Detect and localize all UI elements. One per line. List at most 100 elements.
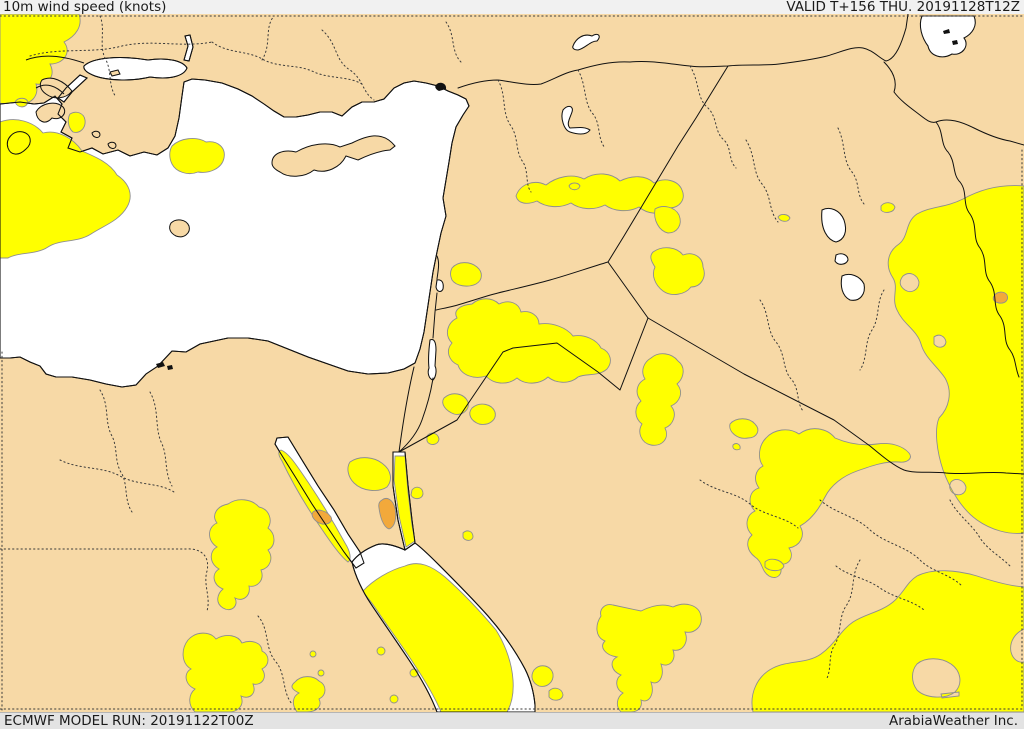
admin-boundary-layer: [0, 15, 1024, 711]
lesbos-island: [35, 102, 66, 123]
wind-patch: [450, 262, 482, 287]
city-mark: [156, 362, 165, 368]
wind-speed-map: [0, 14, 1024, 712]
map-footer-bar: ECMWF MODEL RUN: 20191122T00Z ArabiaWeat…: [0, 712, 1024, 729]
wind-patch: [410, 486, 424, 500]
cyprus-island: [271, 135, 396, 177]
country-border: [883, 61, 937, 123]
wind-patch: [426, 432, 440, 445]
admin-border: [835, 565, 925, 611]
marmara-north-shore: [25, 55, 85, 64]
wind-patch: [764, 558, 785, 572]
border-layer: [398, 14, 1024, 475]
country-border: [398, 317, 649, 453]
island-outline: [6, 131, 31, 155]
wind-patch: [362, 563, 514, 712]
thrace-coast: [35, 84, 65, 95]
wind-patch: [729, 418, 759, 439]
island-layer: [6, 15, 976, 381]
lake-van-islet: [952, 40, 958, 45]
lake-tharthar: [821, 207, 847, 243]
wind-patch: [880, 202, 896, 213]
wind-patch: [209, 499, 275, 611]
admin-border: [699, 479, 799, 529]
country-border: [432, 292, 438, 339]
wind-patch: [751, 570, 1024, 712]
admin-border: [577, 69, 606, 149]
country-border: [935, 121, 1020, 378]
admin-border: [99, 389, 133, 513]
country-border: [457, 14, 909, 89]
wind-patch: [548, 687, 564, 701]
admin-border: [837, 127, 865, 205]
wind-patch: [169, 138, 225, 175]
city-mark: [167, 365, 173, 370]
admin-border: [745, 139, 779, 223]
country-border: [435, 261, 609, 311]
map-header-bar: 10m wind speed (knots) VALID T+156 THU. …: [0, 0, 1024, 14]
wind-patch: [0, 119, 131, 259]
wind-patch-strong: [378, 497, 397, 530]
wind-patch: [317, 669, 325, 677]
wind-patch: [182, 632, 269, 712]
wind-patch-strong: [311, 509, 332, 525]
wind-patch: [746, 428, 911, 578]
wind-patch: [442, 393, 469, 415]
country-border: [607, 65, 729, 263]
country-border: [398, 377, 434, 453]
admin-border: [321, 29, 375, 101]
euphrates-reservoir: [572, 33, 600, 51]
coastline-layer: [0, 29, 958, 712]
admin-border: [819, 499, 963, 587]
aegean-islet: [91, 130, 101, 138]
admin-border: [211, 41, 363, 85]
wind-patch: [596, 603, 702, 712]
wind-patch: [887, 185, 1024, 534]
wind-patch: [568, 182, 581, 191]
wind-patch: [389, 694, 399, 704]
country-border: [436, 255, 440, 280]
admin-border: [445, 21, 463, 64]
lake-razzaza: [840, 273, 865, 301]
sea-of-marmara: [83, 57, 188, 81]
admin-border: [29, 41, 213, 57]
admin-border: [759, 299, 805, 413]
wind-patch: [446, 298, 611, 384]
wind-patch: [732, 443, 741, 451]
country-border: [398, 366, 415, 453]
lake-assad: [561, 105, 591, 135]
wind-layer: [0, 14, 1024, 712]
admin-border: [689, 65, 737, 169]
marmara-islet: [109, 69, 121, 77]
dead-sea: [427, 339, 437, 381]
city-mark: [435, 82, 447, 91]
wind-patch: [376, 646, 386, 656]
admin-border: [149, 391, 173, 487]
aegean-islet: [107, 141, 117, 149]
wind-patch: [67, 111, 86, 133]
wind-patch: [650, 247, 705, 295]
wind-patch: [635, 353, 684, 446]
admin-border: [257, 615, 293, 705]
admin-border: [0, 548, 209, 612]
lake-van: [919, 15, 976, 58]
lake-van-islet: [943, 29, 950, 34]
country-border: [607, 261, 649, 319]
wind-patch: [309, 650, 317, 658]
wind-patch: [347, 457, 391, 491]
admin-border: [261, 15, 275, 61]
admin-border: [59, 459, 175, 493]
brand-label: ArabiaWeather Inc.: [888, 713, 1018, 729]
lake-habbaniyah: [834, 253, 849, 265]
sea-of-galilee: [435, 279, 444, 292]
admin-border: [825, 559, 861, 681]
admin-border: [497, 79, 532, 193]
map-title: 10m wind speed (knots): [3, 0, 167, 15]
country-border: [647, 317, 1024, 475]
admin-border: [99, 15, 117, 98]
valid-time-label: VALID T+156 THU. 20191128T12Z: [786, 0, 1020, 15]
wind-patch: [654, 206, 681, 234]
wind-patch: [515, 173, 684, 214]
rhodes-island: [169, 219, 190, 238]
